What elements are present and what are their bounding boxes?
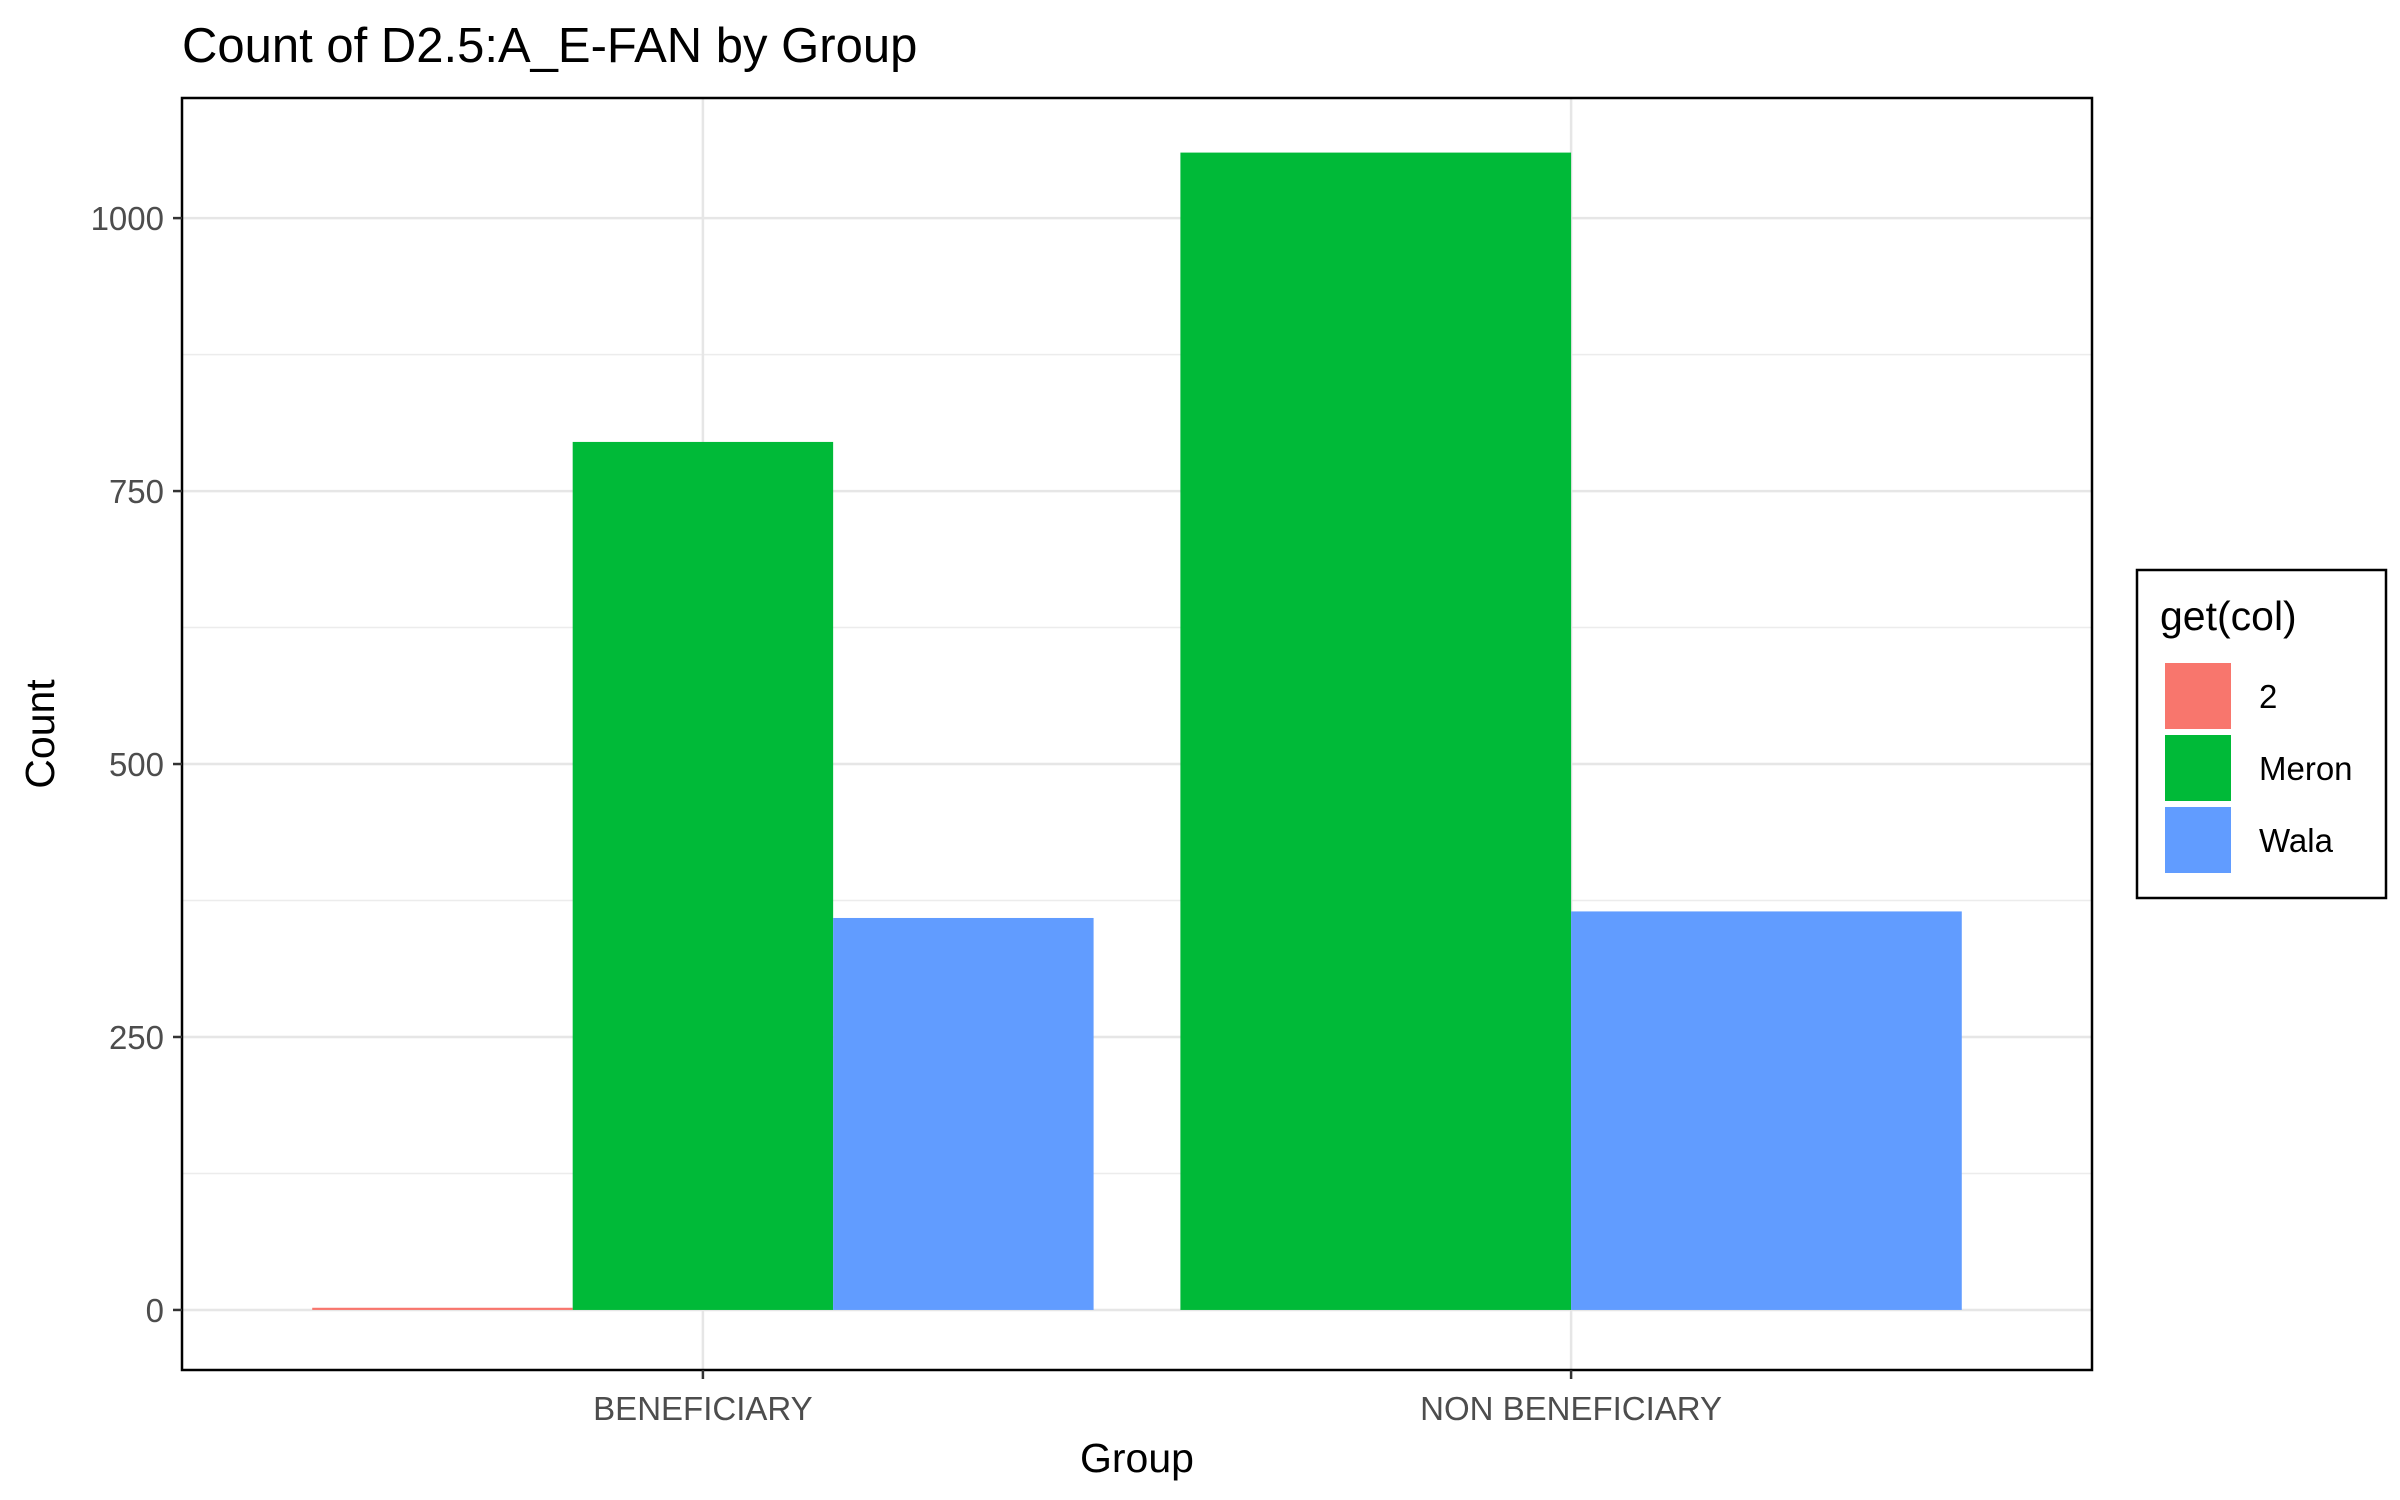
y-axis-title: Count <box>17 679 63 789</box>
y-tick-label: 750 <box>109 473 164 510</box>
x-tick-label: BENEFICIARY <box>593 1390 812 1427</box>
y-tick-label: 1000 <box>91 200 164 237</box>
legend: get(col) 2 Meron Wala <box>2135 568 2388 900</box>
legend-title: get(col) <box>2160 593 2297 639</box>
legend-swatch-2 <box>2165 663 2231 729</box>
bar-wala-beneficiary <box>833 917 1094 1310</box>
plot-border <box>180 96 2094 1372</box>
bar-meron-non-beneficiary <box>1180 152 1572 1310</box>
legend-label-meron: Meron <box>2259 750 2353 787</box>
legend-label-2: 2 <box>2259 678 2277 715</box>
legend-swatch-wala <box>2165 807 2231 873</box>
y-tick-label: 500 <box>109 746 164 783</box>
y-axis-ticks: 0 250 500 750 1000 <box>91 200 182 1329</box>
bars <box>312 152 1962 1310</box>
bar-wala-non-beneficiary <box>1571 911 1962 1310</box>
bar-2-beneficiary <box>312 1307 573 1310</box>
x-axis-title: Group <box>1080 1435 1194 1481</box>
x-axis-ticks: BENEFICIARY NON BENEFICIARY <box>593 1370 1722 1427</box>
x-tick-label: NON BENEFICIARY <box>1420 1390 1722 1427</box>
legend-label-wala: Wala <box>2259 822 2334 859</box>
bar-meron-beneficiary <box>572 441 834 1310</box>
y-tick-label: 0 <box>146 1292 164 1329</box>
legend-items: 2 Meron Wala <box>2165 663 2353 873</box>
chart-title: Count of D2.5:A_E-FAN by Group <box>182 19 917 73</box>
y-tick-label: 250 <box>109 1019 164 1056</box>
legend-swatch-meron <box>2165 735 2231 801</box>
